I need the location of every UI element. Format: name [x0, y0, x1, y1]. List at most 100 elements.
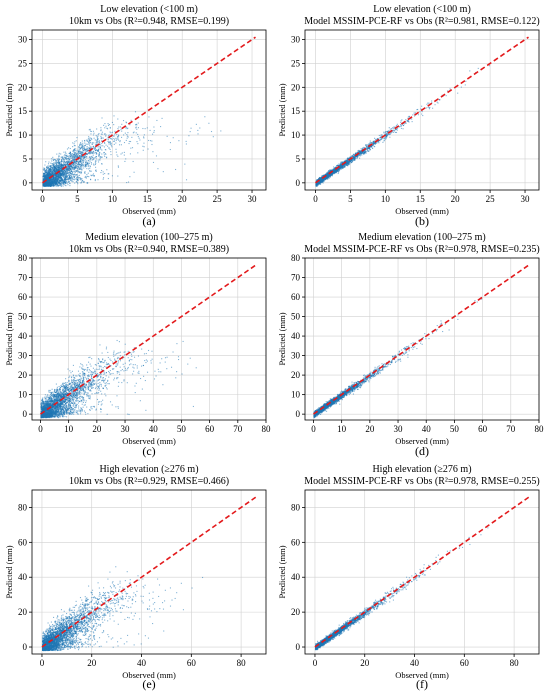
data-point	[86, 149, 88, 151]
data-point	[85, 166, 87, 168]
data-point	[142, 127, 144, 130]
data-point	[108, 147, 110, 149]
data-point	[66, 175, 68, 177]
data-point	[51, 172, 53, 174]
data-point	[343, 165, 345, 167]
data-point	[95, 162, 97, 164]
data-point	[119, 129, 121, 132]
data-point	[62, 158, 64, 160]
data-point	[72, 162, 75, 164]
data-point	[85, 165, 87, 167]
data-point	[85, 143, 87, 145]
data-point	[78, 161, 80, 163]
data-point	[71, 156, 74, 158]
data-point	[65, 152, 67, 154]
data-point	[126, 134, 128, 136]
data-point	[380, 137, 382, 139]
data-point	[68, 152, 70, 155]
data-point	[57, 176, 59, 178]
data-point	[58, 165, 60, 167]
data-point	[71, 166, 73, 168]
data-point	[44, 172, 47, 174]
data-point	[100, 136, 102, 138]
data-point	[58, 160, 60, 163]
data-point	[72, 142, 74, 144]
data-point	[128, 142, 130, 145]
data-point	[69, 177, 71, 179]
data-point	[86, 143, 88, 145]
data-point	[111, 138, 113, 140]
data-point	[63, 159, 65, 161]
data-point	[46, 181, 48, 183]
data-point	[60, 153, 62, 155]
data-point	[96, 153, 98, 155]
data-point	[55, 159, 57, 161]
data-point	[55, 174, 57, 176]
data-point	[87, 139, 89, 141]
data-point	[50, 158, 53, 160]
data-point	[120, 128, 122, 131]
data-point	[89, 148, 91, 150]
data-point	[47, 173, 49, 175]
data-point	[81, 159, 83, 162]
data-point	[99, 151, 101, 154]
data-point	[75, 175, 77, 177]
data-point	[73, 143, 75, 145]
data-point	[80, 158, 82, 160]
data-point	[80, 178, 82, 180]
chart-panel-b: Low elevation (<100 m)Model MSSIM-PCE-RF…	[277, 4, 540, 228]
data-point	[45, 171, 47, 173]
data-point	[84, 159, 86, 161]
data-point	[80, 152, 82, 154]
data-point	[125, 121, 127, 123]
data-point	[80, 147, 82, 149]
data-point	[58, 177, 60, 179]
data-point	[52, 156, 54, 158]
data-point	[131, 136, 133, 138]
data-point	[71, 180, 73, 182]
data-point	[99, 156, 101, 158]
data-point	[153, 130, 155, 132]
data-point	[356, 156, 358, 158]
data-point	[67, 175, 69, 177]
data-point	[388, 134, 391, 136]
data-point	[84, 149, 86, 151]
data-point	[75, 160, 77, 162]
data-point	[55, 162, 57, 164]
data-point	[46, 175, 48, 177]
data-point	[151, 143, 153, 146]
data-point	[79, 145, 81, 147]
data-point	[56, 169, 58, 171]
data-point	[46, 169, 48, 171]
data-point	[55, 161, 57, 163]
data-point	[457, 92, 459, 94]
data-point	[148, 116, 150, 118]
data-point	[99, 147, 101, 149]
data-point	[57, 168, 59, 170]
data-point	[93, 175, 95, 177]
data-point	[94, 147, 96, 149]
data-point	[91, 146, 93, 148]
data-point	[49, 178, 52, 181]
data-point	[80, 164, 82, 166]
data-point	[81, 151, 83, 153]
data-point	[52, 177, 54, 179]
data-point	[65, 175, 67, 177]
data-point	[111, 131, 113, 133]
data-point	[65, 171, 68, 173]
data-point	[53, 178, 56, 181]
data-point	[91, 175, 93, 177]
data-point	[80, 156, 82, 158]
data-point	[50, 162, 52, 164]
data-point	[71, 163, 73, 165]
data-point	[89, 159, 91, 161]
data-point	[64, 158, 66, 160]
data-point	[85, 161, 87, 163]
data-point	[43, 178, 45, 181]
data-point	[78, 172, 80, 174]
data-point	[101, 156, 103, 158]
data-point	[88, 140, 91, 142]
data-point	[94, 161, 96, 163]
data-point	[77, 167, 79, 169]
